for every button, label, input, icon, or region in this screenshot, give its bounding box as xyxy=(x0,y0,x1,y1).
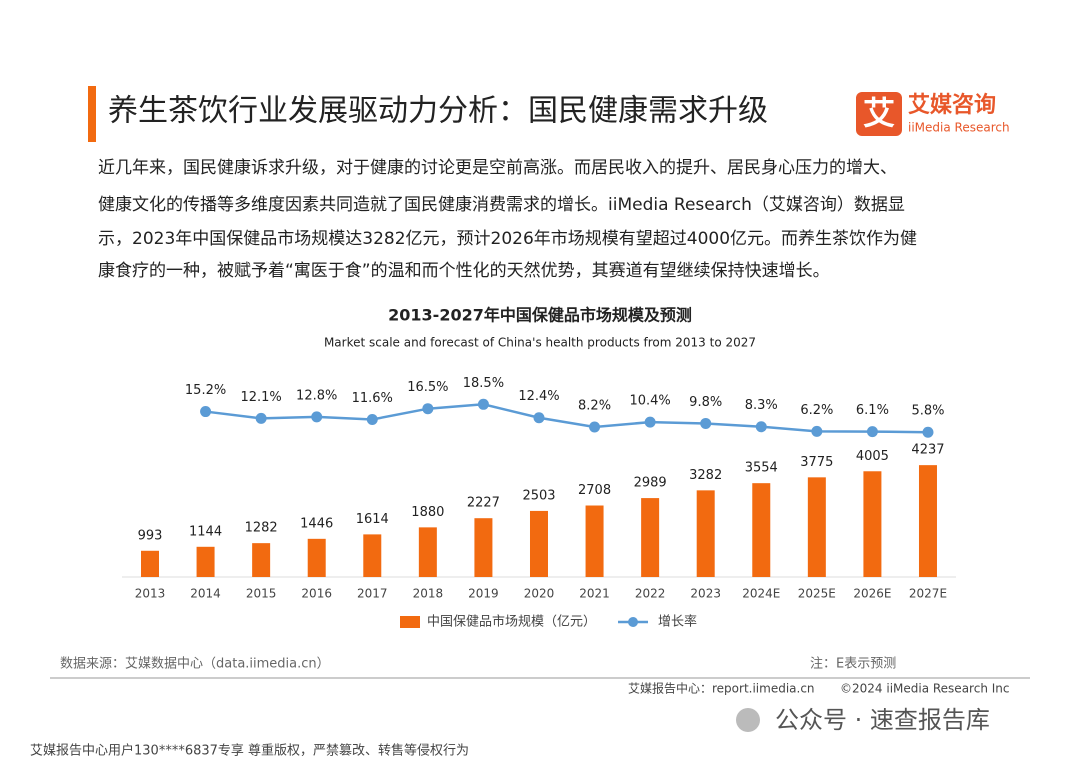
line-point xyxy=(477,398,489,410)
x-tick-label: 2026E xyxy=(853,587,891,601)
bar xyxy=(418,527,437,577)
x-tick-label: 2025E xyxy=(798,587,836,601)
x-tick-label: 2013 xyxy=(135,587,166,601)
line-point xyxy=(533,412,545,424)
legend-label: 增长率 xyxy=(658,614,697,630)
data-label: 6.1% xyxy=(856,403,889,418)
bar xyxy=(196,546,215,577)
page-title: 养生茶饮行业发展驱动力分析：国民健康需求升级 xyxy=(108,94,768,129)
growth-line xyxy=(205,403,928,434)
x-tick-label: 2019 xyxy=(468,587,499,601)
data-label: 12.1% xyxy=(240,390,281,405)
data-label: 4237 xyxy=(911,443,944,458)
data-label: 8.3% xyxy=(745,398,778,413)
data-label: 1446 xyxy=(300,516,333,531)
notice: 艾媒报告中心用户130****6837专享 尊重版权，严禁篡改、转售等侵权行为 xyxy=(30,743,469,759)
data-label: 16.5% xyxy=(407,380,448,395)
data-label: 3775 xyxy=(800,455,833,470)
data-label: 18.5% xyxy=(463,376,504,391)
data-label: 1614 xyxy=(356,512,389,527)
data-label: 2227 xyxy=(467,496,500,511)
paragraph-line: 健康文化的传播等多维度因素共同造就了国民健康消费需求的增长。iiMedia Re… xyxy=(98,195,905,215)
source: 数据来源：艾媒数据中心（data.iimedia.cn） xyxy=(60,657,330,672)
x-tick-label: 2014 xyxy=(190,587,221,601)
data-label: 15.2% xyxy=(185,383,226,398)
data-label: 2989 xyxy=(634,476,667,491)
line-point xyxy=(755,421,767,433)
line-point xyxy=(200,406,212,418)
data-label: 8.2% xyxy=(578,398,611,413)
bar xyxy=(363,534,382,577)
x-tick-label: 2016 xyxy=(301,587,332,601)
bar xyxy=(641,498,660,577)
logo-subtext: iiMedia Research xyxy=(908,121,1010,135)
x-tick-label: 2015 xyxy=(246,587,277,601)
x-tick-label: 2024E xyxy=(742,587,780,601)
line-point xyxy=(700,417,712,429)
bar xyxy=(252,543,271,577)
bar xyxy=(863,471,882,577)
data-label: 11.6% xyxy=(352,391,393,406)
wechat-icon xyxy=(736,708,760,732)
legend-swatch xyxy=(400,616,420,628)
line-point xyxy=(589,421,601,433)
x-tick-label: 2027E xyxy=(909,587,947,601)
line-point xyxy=(644,416,656,428)
data-label: 12.8% xyxy=(296,388,337,403)
x-tick-label: 2018 xyxy=(413,587,444,601)
line-point xyxy=(422,403,434,415)
data-label: 12.4% xyxy=(518,389,559,404)
logo-glyph: 艾 xyxy=(863,94,895,132)
paragraph-line: 示，2023年中国保健品市场规模达3282亿元，预计2026年市场规模有望超过4… xyxy=(98,229,917,249)
logo-text: 艾媒咨询 xyxy=(908,92,996,118)
data-label: 10.4% xyxy=(629,394,670,409)
line-point xyxy=(311,411,323,423)
footer-site: 艾媒报告中心：report.iimedia.cn xyxy=(628,681,815,696)
legend-label: 中国保健品市场规模（亿元） xyxy=(427,614,596,630)
data-label: 6.2% xyxy=(800,403,833,418)
title-accent xyxy=(88,86,96,142)
x-tick-label: 2022 xyxy=(635,587,666,601)
bar xyxy=(696,490,715,577)
bar xyxy=(474,518,493,577)
bar xyxy=(307,538,326,577)
line-point xyxy=(866,426,878,438)
data-label: 2503 xyxy=(522,488,555,503)
bar xyxy=(529,510,548,577)
line-point xyxy=(922,426,934,438)
line-point xyxy=(366,413,378,425)
data-label: 1880 xyxy=(411,505,444,520)
line-point xyxy=(255,412,267,424)
bar xyxy=(918,465,937,577)
line-point xyxy=(811,425,823,437)
chart-subtitle: Market scale and forecast of China's hea… xyxy=(324,336,756,350)
paragraph-line: 近几年来，国民健康诉求升级，对于健康的讨论更是空前高涨。而居民收入的提升、居民身… xyxy=(98,158,897,178)
paragraph: 近几年来，国民健康诉求升级，对于健康的讨论更是空前高涨。而居民收入的提升、居民身… xyxy=(98,158,917,281)
note: 注：E表示预测 xyxy=(810,657,896,672)
data-label: 1144 xyxy=(189,524,222,539)
data-label: 3282 xyxy=(689,468,722,483)
bar xyxy=(807,477,826,577)
data-label: 1282 xyxy=(245,521,278,536)
x-tick-label: 2017 xyxy=(357,587,388,601)
bar xyxy=(141,550,159,577)
logo-icon xyxy=(856,92,902,136)
paragraph-line: 康食疗的一种，被赋予着“寓医于食”的温和而个性化的天然优势，其赛道有望继续保持快… xyxy=(98,260,830,281)
x-tick-label: 2023 xyxy=(690,587,721,601)
x-tick-label: 2020 xyxy=(524,587,555,601)
x-tick-label: 2021 xyxy=(579,587,610,601)
data-label: 9.8% xyxy=(689,395,722,410)
legend-swatch xyxy=(628,617,639,627)
data-label: 4005 xyxy=(856,449,889,464)
data-label: 2708 xyxy=(578,483,611,498)
data-label: 3554 xyxy=(745,461,778,476)
data-label: 993 xyxy=(138,528,163,543)
footer-copyright: ©2024 iiMedia Research Inc xyxy=(840,682,1009,696)
data-label: 5.8% xyxy=(911,404,944,419)
watermark: 公众号 · 速查报告库 xyxy=(775,706,990,734)
chart-title: 2013-2027年中国保健品市场规模及预测 xyxy=(388,306,692,325)
bar xyxy=(585,505,604,577)
bar xyxy=(752,483,771,577)
